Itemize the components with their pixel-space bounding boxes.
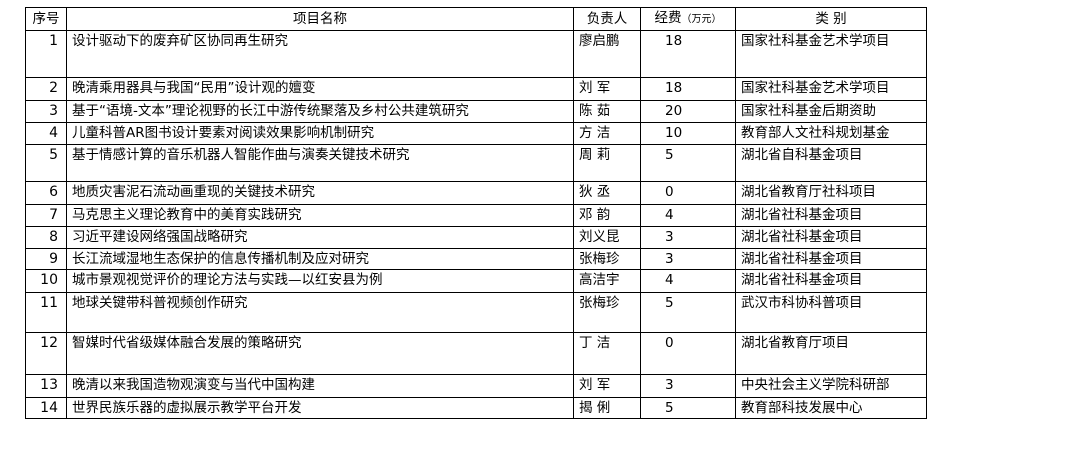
project-leader: 丁 洁	[573, 332, 641, 375]
header-fund-label: 经费	[654, 10, 682, 26]
project-name: 长江流域湿地生态保护的信息传播机制及应对研究	[66, 248, 574, 270]
project-name: 智媒时代省级媒体融合发展的策略研究	[66, 332, 574, 375]
project-name: 地球关键带科普视频创作研究	[66, 292, 574, 333]
project-category: 中央社会主义学院科研部	[735, 374, 927, 398]
table-row: 3 基于“语境-文本”理论视野的长江中游传统聚落及乡村公共建筑研究陈 茹 20 国家社…	[25, 100, 927, 123]
header-fund: 经费（万元）	[640, 7, 736, 31]
project-name: 马克思主义理论教育中的美育实践研究	[66, 204, 574, 227]
project-fund: 3	[640, 248, 736, 270]
project-category: 国家社科基金艺术学项目	[735, 77, 927, 101]
project-leader: 方 洁	[573, 122, 641, 145]
project-fund: 4	[640, 204, 736, 227]
project-category: 湖北省社科基金项目	[735, 226, 927, 249]
project-category: 国家社科基金后期资助	[735, 100, 927, 123]
project-leader: 刘 军	[573, 77, 641, 101]
table-row: 12 智媒时代省级媒体融合发展的策略研究丁 洁 0 湖北省教育厅项目	[25, 332, 927, 375]
project-name: 习近平建设网络强国战略研究	[66, 226, 574, 249]
project-fund: 18	[640, 77, 736, 101]
row-number: 11	[25, 292, 67, 333]
project-category: 湖北省社科基金项目	[735, 269, 927, 293]
header-fund-unit: （万元）	[681, 14, 722, 25]
project-leader: 陈 茹	[573, 100, 641, 123]
header-no: 序号	[25, 7, 67, 31]
projects-table: 序号 项目名称 负责人 经费（万元） 类 别 1 设计驱动下的废弃矿区协同再生研究…	[25, 7, 927, 419]
table-row: 5 基于情感计算的音乐机器人智能作曲与演奏关键技术研究周 莉 5 湖北省自科基金项目	[25, 144, 927, 182]
row-number: 2	[25, 77, 67, 101]
row-number: 7	[25, 204, 67, 227]
header-row: 序号 项目名称 负责人 经费（万元） 类 别	[25, 7, 927, 31]
table-row: 1 设计驱动下的废弃矿区协同再生研究 廖启鹏 18 国家社科基金艺术学项目	[25, 30, 927, 78]
project-name: 儿童科普AR图书设计要素对阅读效果影响机制研究	[66, 122, 574, 145]
project-fund: 0	[640, 332, 736, 375]
project-fund: 3	[640, 374, 736, 398]
project-fund: 5	[640, 292, 736, 333]
project-leader: 揭 俐	[573, 397, 641, 419]
project-leader: 周 莉	[573, 144, 641, 182]
project-category: 湖北省自科基金项目	[735, 144, 927, 182]
table-row: 7 马克思主义理论教育中的美育实践研究邓 韵 4 湖北省社科基金项目	[25, 204, 927, 227]
row-number: 3	[25, 100, 67, 123]
header-leader: 负责人	[573, 7, 641, 31]
row-number: 6	[25, 181, 67, 205]
project-category: 湖北省社科基金项目	[735, 204, 927, 227]
project-name: 设计驱动下的废弃矿区协同再生研究	[66, 30, 574, 78]
project-leader: 高洁宇	[573, 269, 641, 293]
project-category: 湖北省教育厅项目	[735, 332, 927, 375]
project-category: 教育部人文社科规划基金	[735, 122, 927, 145]
project-leader: 张梅珍	[573, 292, 641, 333]
project-category: 湖北省社科基金项目	[735, 248, 927, 270]
project-leader: 邓 韵	[573, 204, 641, 227]
project-name: 基于情感计算的音乐机器人智能作曲与演奏关键技术研究	[66, 144, 574, 182]
project-fund: 3	[640, 226, 736, 249]
table-row: 10 城市景观视觉评价的理论方法与实践—以红安县为例 高洁宇 4 湖北省社科基金项目	[25, 269, 927, 293]
project-category: 教育部科技发展中心	[735, 397, 927, 419]
project-fund: 20	[640, 100, 736, 123]
table-row: 4 儿童科普AR图书设计要素对阅读效果影响机制研究方 洁 10 教育部人文社科规划基金	[25, 122, 927, 145]
row-number: 10	[25, 269, 67, 293]
row-number: 12	[25, 332, 67, 375]
project-name: 基于“语境-文本”理论视野的长江中游传统聚落及乡村公共建筑研究	[66, 100, 574, 123]
project-leader: 刘 军	[573, 374, 641, 398]
project-leader: 刘义昆	[573, 226, 641, 249]
table-row: 11 地球关键带科普视频创作研究 张梅珍 5 武汉市科协科普项目	[25, 292, 927, 333]
row-number: 9	[25, 248, 67, 270]
project-leader: 廖启鹏	[573, 30, 641, 78]
project-name: 晚清乘用器具与我国“民用”设计观的嬗变	[66, 77, 574, 101]
row-number: 14	[25, 397, 67, 419]
row-number: 5	[25, 144, 67, 182]
row-number: 1	[25, 30, 67, 78]
table-row: 9 长江流域湿地生态保护的信息传播机制及应对研究 张梅珍 3 湖北省社科基金项目	[25, 248, 927, 270]
project-category: 湖北省教育厅社科项目	[735, 181, 927, 205]
row-number: 4	[25, 122, 67, 145]
project-fund: 18	[640, 30, 736, 78]
header-category: 类 别	[735, 7, 927, 31]
table-row: 13 晚清以来我国造物观演变与当代中国构建刘 军 3 中央社会主义学院科研部	[25, 374, 927, 398]
project-name: 城市景观视觉评价的理论方法与实践—以红安县为例	[66, 269, 574, 293]
project-name: 地质灾害泥石流动画重现的关键技术研究	[66, 181, 574, 205]
project-name: 晚清以来我国造物观演变与当代中国构建	[66, 374, 574, 398]
header-name: 项目名称	[66, 7, 574, 31]
project-fund: 10	[640, 122, 736, 145]
project-leader: 张梅珍	[573, 248, 641, 270]
table-row: 8 习近平建设网络强国战略研究 刘义昆 3 湖北省社科基金项目	[25, 226, 927, 249]
project-fund: 0	[640, 181, 736, 205]
project-leader: 狄 丞	[573, 181, 641, 205]
project-category: 国家社科基金艺术学项目	[735, 30, 927, 78]
table-row: 6 地质灾害泥石流动画重现的关键技术研究狄 丞 0 湖北省教育厅社科项目	[25, 181, 927, 205]
project-fund: 5	[640, 397, 736, 419]
row-number: 8	[25, 226, 67, 249]
table-row: 2 晚清乘用器具与我国“民用”设计观的嬗变刘 军 18 国家社科基金艺术学项目	[25, 77, 927, 101]
project-name: 世界民族乐器的虚拟展示教学平台开发	[66, 397, 574, 419]
row-number: 13	[25, 374, 67, 398]
table-row: 14 世界民族乐器的虚拟展示教学平台开发揭 俐 5 教育部科技发展中心	[25, 397, 927, 419]
project-fund: 5	[640, 144, 736, 182]
project-category: 武汉市科协科普项目	[735, 292, 927, 333]
project-fund: 4	[640, 269, 736, 293]
